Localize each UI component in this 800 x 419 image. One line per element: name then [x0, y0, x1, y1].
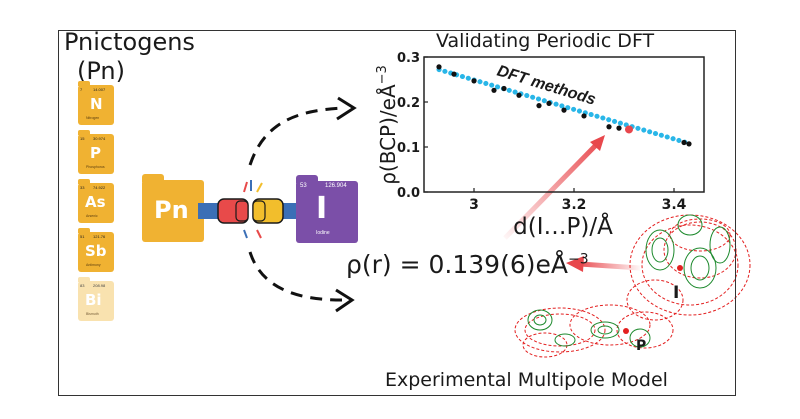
data-point [681, 139, 687, 146]
pnictogen-mass: 30.974 [93, 136, 106, 141]
x-tick-label: 3.4 [662, 197, 687, 213]
pnictogens-subtitle: (Pn) [77, 57, 125, 85]
map-label-phosphorus: P [636, 338, 647, 354]
data-point [616, 125, 622, 131]
red-arrowhead-to-point [590, 135, 605, 151]
data-point [516, 92, 522, 98]
pnictogen-symbol: As [85, 193, 106, 211]
density-value: ρ(r) = 0.139(6)eÅ−3 [346, 250, 589, 279]
pnictogen-mass: 74.922 [93, 185, 106, 190]
data-point [536, 103, 542, 109]
pnictogen-tile: 74.922 33 As Arsenic [78, 179, 114, 223]
iodine-mass: 126.904 [325, 183, 347, 189]
pnictogen-mass: 208.98 [93, 283, 106, 288]
multipole-contour-map [514, 214, 751, 358]
pnictogen-tile: 30.974 15 P Phosphorus [78, 130, 114, 174]
pnictogen-number: 83 [80, 283, 85, 288]
pnictogen-symbol: Bi [85, 291, 102, 309]
iodine-number: 53 [300, 183, 307, 189]
pnictogen-name: Antimony [86, 263, 101, 267]
data-point [471, 78, 477, 84]
fist-bump-icon [198, 180, 303, 239]
chart-title: Validating Periodic DFT [436, 30, 655, 52]
pn-symbol: Pn [154, 196, 189, 224]
y-tick-label: 0.1 [397, 141, 420, 156]
pnictogen-mass: 121.76 [93, 234, 106, 239]
highlight-point [625, 125, 633, 134]
pnictogen-symbol: Sb [85, 242, 107, 260]
data-point [606, 124, 612, 130]
data-point [491, 87, 497, 93]
pnictogen-mass: 14.007 [93, 87, 106, 92]
pnictogen-number: 15 [80, 136, 85, 141]
pnictogens-title: Pnictogens [64, 28, 195, 56]
y-tick-label: 0.0 [397, 186, 420, 201]
pnictogen-symbol: N [90, 95, 103, 113]
pnictogen-number: 7 [80, 87, 83, 92]
pnictogen-tile: 121.76 51 Sb Antimony [78, 228, 114, 272]
pnictogen-name: Arsenic [86, 214, 98, 218]
pnictogen-number: 33 [80, 185, 85, 190]
data-point [561, 107, 567, 113]
iodine-name: Iodine [316, 230, 330, 236]
data-point [686, 141, 692, 147]
pnictogen-name: Nitrogen [86, 116, 100, 120]
pn-element-tile: Pn [142, 174, 204, 242]
data-point [451, 71, 457, 77]
dashed-arrow-up [248, 106, 346, 166]
chart-y-label: ρ(BCP)/eÅ−3 [375, 65, 400, 185]
arrowhead-up [336, 96, 357, 121]
experimental-label: Experimental Multipole Model [385, 369, 668, 391]
chart-x-label: d(I…P)/Å [513, 212, 613, 240]
map-label-iodine: I [673, 283, 680, 303]
red-arrowhead-to-value [566, 256, 584, 272]
pnictogen-tile: 208.98 83 Bi Bismuth [78, 277, 114, 321]
data-point [581, 113, 587, 119]
data-point [501, 85, 507, 92]
x-tick-label: 3 [469, 197, 479, 213]
pnictogen-name: Phosphorus [86, 165, 105, 169]
figure-frame [58, 30, 736, 396]
data-point [546, 100, 552, 106]
chart-plot-area [423, 56, 705, 193]
data-point [436, 64, 442, 70]
iodine-symbol: I [316, 191, 328, 226]
arrowhead-down [335, 288, 355, 313]
pnictogen-number: 51 [80, 234, 85, 239]
iodine-element-tile: 53 126.904 I Iodine [296, 175, 358, 243]
x-tick-label: 3.2 [562, 197, 587, 213]
fit-line [436, 67, 692, 146]
pnictogen-name: Bismuth [86, 312, 99, 316]
pnictogen-symbol: P [90, 144, 101, 162]
pnictogen-tile: 14.007 7 N Nitrogen [78, 81, 114, 125]
y-tick-label: 0.3 [397, 51, 420, 66]
y-tick-label: 0.2 [397, 96, 420, 111]
red-arrow-to-point [503, 141, 600, 240]
